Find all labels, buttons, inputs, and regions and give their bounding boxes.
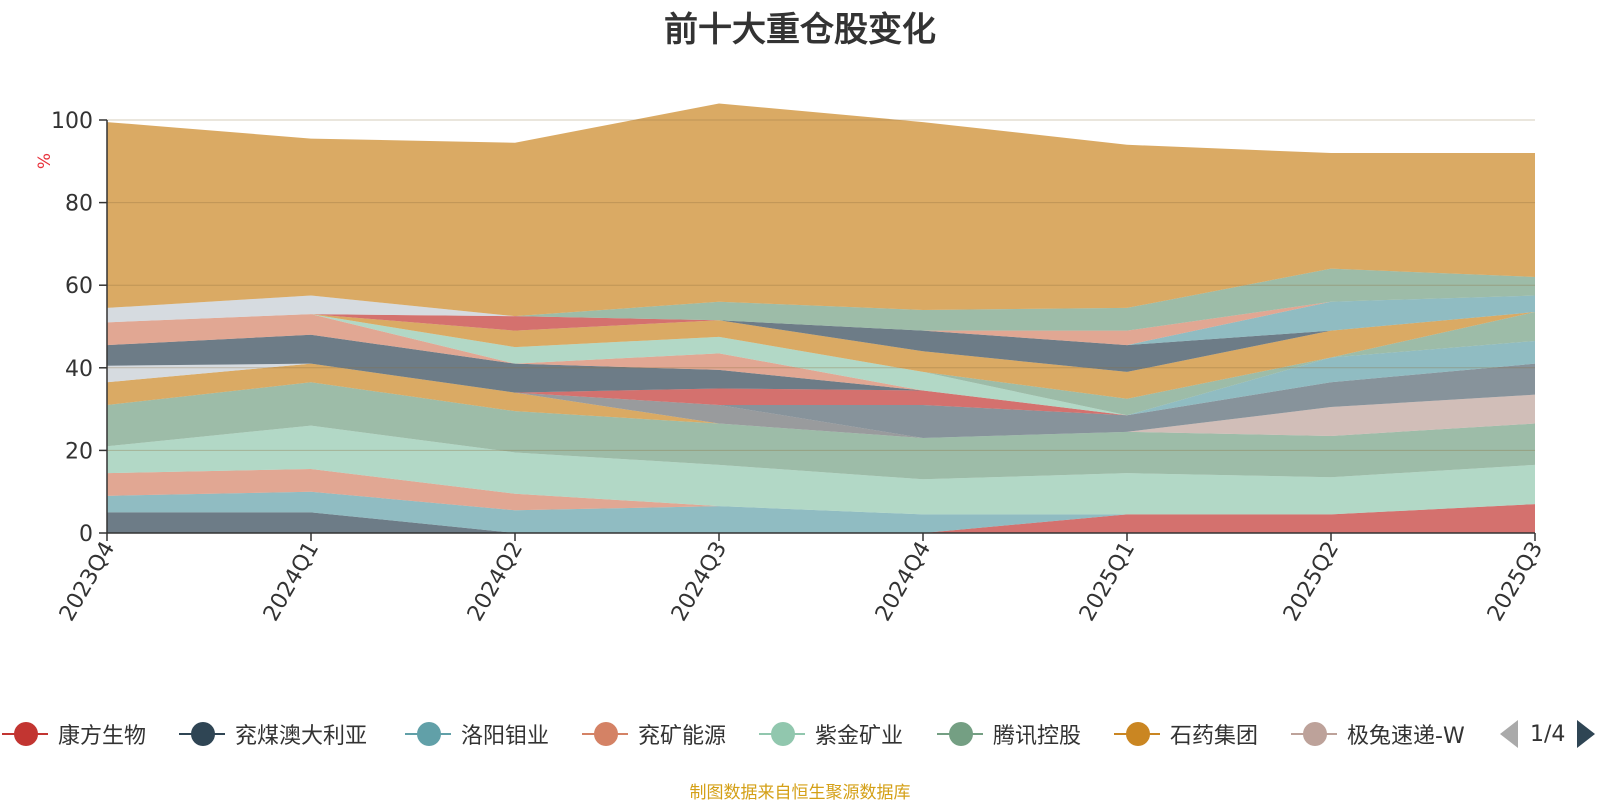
legend-label: 洛阳钼业 bbox=[461, 724, 550, 749]
source-note: 制图数据来自恒生聚源数据库 bbox=[689, 783, 911, 803]
legend-swatch-icon bbox=[0, 714, 50, 754]
legend-item[interactable]: 极兔速递-W bbox=[1289, 714, 1465, 754]
y-tick-label-4: 80 bbox=[65, 192, 93, 217]
legend-item[interactable]: 紫金矿业 bbox=[757, 714, 903, 754]
y-tick-label-5: 100 bbox=[51, 109, 93, 134]
area-series-2 bbox=[107, 491, 1535, 533]
legend-item[interactable]: 腾讯控股 bbox=[935, 714, 1081, 754]
legend-swatch-icon bbox=[1112, 714, 1162, 754]
legend-swatch-icon bbox=[1289, 714, 1339, 754]
area-series-15 bbox=[107, 314, 1535, 416]
area-series-27 bbox=[107, 268, 1535, 331]
legend-label: 极兔速递-W bbox=[1347, 724, 1465, 749]
x-tick-label-4: 2024Q4 bbox=[871, 538, 936, 626]
area-series-25 bbox=[107, 295, 1535, 346]
area-series-6 bbox=[107, 363, 1535, 439]
legend-label: 兖煤澳大利亚 bbox=[235, 724, 368, 749]
legend-swatch-icon bbox=[403, 714, 453, 754]
x-tick-label-7: 2025Q3 bbox=[1483, 538, 1548, 626]
area-series-12 bbox=[107, 334, 1535, 416]
pager-text: 1/4 bbox=[1530, 721, 1566, 747]
area-series-0 bbox=[107, 504, 1535, 533]
area-series-10 bbox=[107, 363, 1535, 416]
legend-label: 腾讯控股 bbox=[993, 724, 1082, 749]
area-series-1 bbox=[107, 504, 1535, 533]
x-tick-label-1: 2024Q1 bbox=[259, 538, 324, 626]
x-tick-label-2: 2024Q2 bbox=[463, 538, 528, 626]
area-series-17 bbox=[107, 312, 1535, 399]
legend-item[interactable]: 石药集团 bbox=[1112, 714, 1258, 754]
area-series-23 bbox=[107, 312, 1535, 372]
pager-next-icon[interactable] bbox=[1577, 720, 1596, 748]
area-series-7 bbox=[107, 363, 1535, 439]
legend-pager: 1/4 bbox=[1500, 714, 1596, 754]
legend-swatch-icon bbox=[757, 714, 807, 754]
area-series-29 bbox=[107, 103, 1535, 317]
area-series-4 bbox=[107, 425, 1535, 515]
legend-label: 紫金矿业 bbox=[815, 724, 904, 749]
y-tick-label-1: 20 bbox=[65, 439, 93, 464]
legend-item[interactable]: 兖矿能源 bbox=[580, 714, 726, 754]
legend-swatch-icon bbox=[580, 714, 630, 754]
y-tick-label-3: 60 bbox=[65, 274, 93, 299]
y-tick-label-0: 0 bbox=[79, 522, 93, 547]
area-series-24 bbox=[107, 295, 1535, 346]
y-axis-label: % bbox=[35, 153, 55, 169]
pager-prev-icon[interactable] bbox=[1500, 720, 1518, 748]
area-series-16 bbox=[107, 312, 1535, 416]
chart-title: 前十大重仓股变化 bbox=[664, 10, 936, 50]
area-series-3 bbox=[107, 468, 1535, 515]
legend-label: 石药集团 bbox=[1170, 724, 1259, 749]
stacked-area-chart: 0 20 40 60 80 100% 2023Q4 2024Q1 2024Q2 2024Q3 202… bbox=[35, 103, 1548, 626]
legend-item[interactable]: 洛阳钼业 bbox=[403, 714, 549, 754]
legend-label: 兖矿能源 bbox=[638, 724, 727, 749]
x-tick-label-0: 2023Q4 bbox=[55, 538, 120, 626]
legend-swatch-icon bbox=[177, 714, 227, 754]
legend: 康方生物 兖煤澳大利亚 洛阳钼业 兖矿能源 紫金矿业 腾讯控股 石药集团 极兔速递-W bbox=[0, 714, 1600, 754]
x-tick-label-6: 2025Q2 bbox=[1279, 538, 1344, 626]
area-series-14 bbox=[107, 314, 1535, 416]
x-tick-label-3: 2024Q3 bbox=[667, 538, 732, 626]
area-series-9 bbox=[107, 363, 1535, 439]
area-series-8 bbox=[107, 363, 1535, 439]
legend-item[interactable]: 康方生物 bbox=[0, 714, 146, 754]
x-tick-label-5: 2025Q1 bbox=[1075, 538, 1140, 626]
legend-item[interactable]: 兖煤澳大利亚 bbox=[177, 714, 367, 754]
legend-label: 康方生物 bbox=[58, 724, 147, 749]
y-tick-label-2: 40 bbox=[65, 357, 93, 382]
legend-swatch-icon bbox=[935, 714, 985, 754]
